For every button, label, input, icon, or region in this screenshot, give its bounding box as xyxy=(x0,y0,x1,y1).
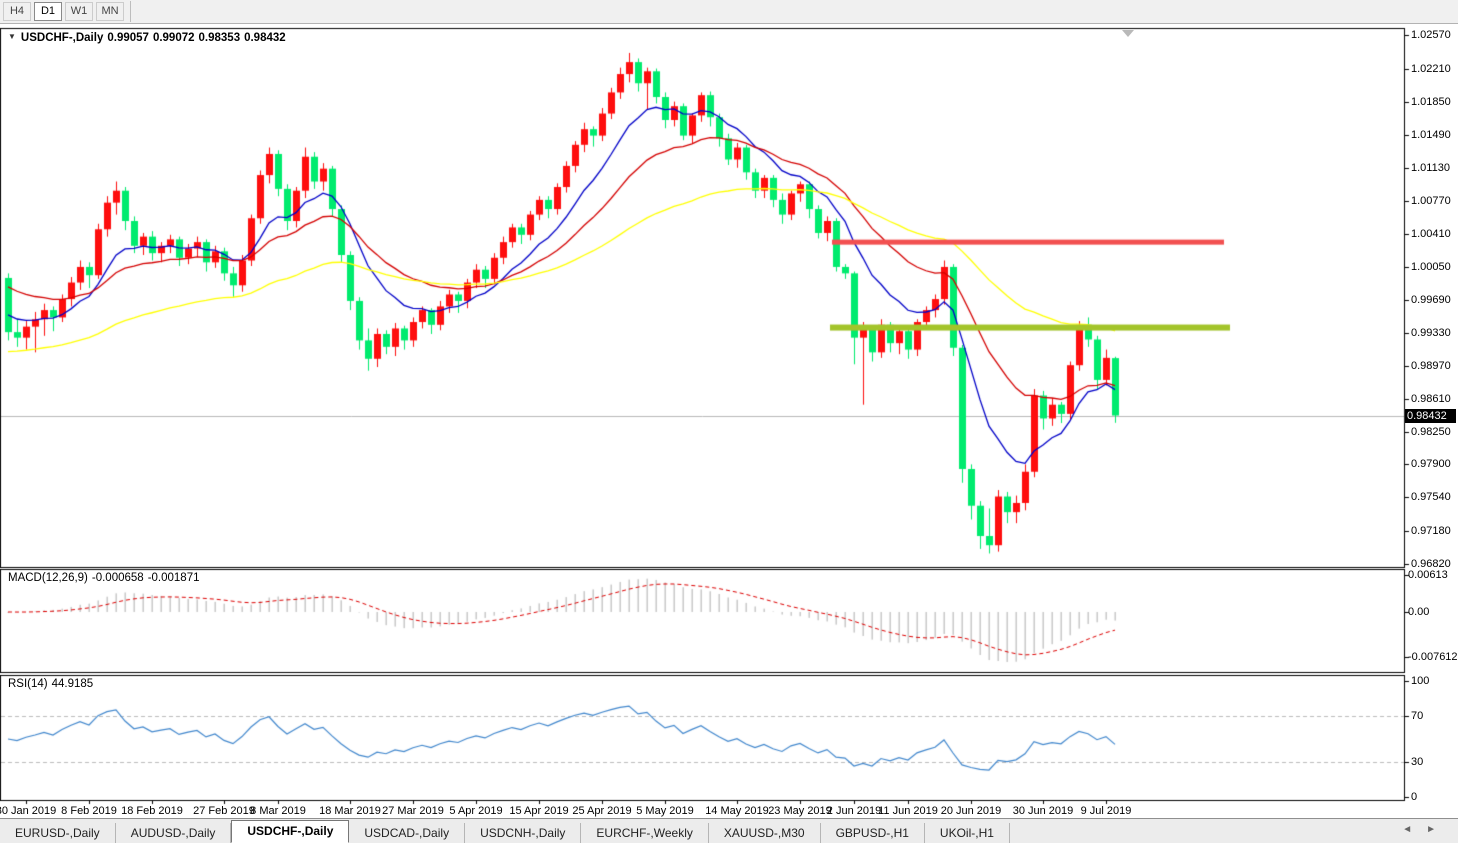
timeframe-button-h4[interactable]: H4 xyxy=(3,2,31,21)
timeframe-button-w1[interactable]: W1 xyxy=(65,2,93,21)
tab-usdchf-daily[interactable]: USDCHF-,Daily xyxy=(231,820,350,843)
scroll-right-arrow[interactable]: ► xyxy=(1426,824,1450,835)
timeframe-button-mn[interactable]: MN xyxy=(96,2,124,21)
rsi-indicator-label: RSI(14) 44.9185 xyxy=(8,678,97,690)
symbol-tab-bar: EURUSD-,Daily AUDUSD-,Daily USDCHF-,Daily U… xyxy=(0,818,1458,843)
chart-symbol-label: USDCHF-,Daily xyxy=(20,32,104,44)
tab-audusd-daily[interactable]: AUDUSD-,Daily xyxy=(116,823,232,843)
ohlc-high: 0.99072 xyxy=(152,32,195,44)
macd-value-main: -0.000658 xyxy=(91,572,144,584)
tab-usdcad-daily[interactable]: USDCAD-,Daily xyxy=(349,823,466,843)
rsi-value: 44.9185 xyxy=(51,678,94,690)
symbol-dropdown-icon[interactable]: ▼ xyxy=(8,32,16,41)
toolbar-separator xyxy=(130,1,131,22)
macd-name: MACD(12,26,9) xyxy=(8,572,88,584)
macd-value-signal: -0.001871 xyxy=(147,572,200,584)
tab-eurchf-weekly[interactable]: EURCHF-,Weekly xyxy=(581,823,709,843)
macd-indicator-label: MACD(12,26,9) -0.000658 -0.001871 xyxy=(8,572,203,584)
ohlc-open: 0.99057 xyxy=(107,32,149,44)
timeframe-toolbar: H4 D1 W1 MN xyxy=(0,0,1458,24)
chart-title: ▼ USDCHF-,Daily 0.99057 0.99072 0.98353 0.984… xyxy=(8,32,290,44)
tab-gbpusd-h1[interactable]: GBPUSD-,H1 xyxy=(821,823,925,843)
chart-scroll-arrows: ◄► xyxy=(1402,824,1450,835)
ohlc-close: 0.98432 xyxy=(244,32,286,44)
current-price-badge: 0.98432 xyxy=(1405,409,1456,423)
tab-usdcnh-daily[interactable]: USDCNH-,Daily xyxy=(465,823,582,843)
tab-eurusd-daily[interactable]: EURUSD-,Daily xyxy=(0,823,116,843)
scroll-left-arrow[interactable]: ◄ xyxy=(1402,824,1427,835)
rsi-name: RSI(14) xyxy=(8,678,48,690)
ohlc-low: 0.98353 xyxy=(198,32,241,44)
timeframe-button-d1[interactable]: D1 xyxy=(34,2,62,21)
scroll-to-end-icon xyxy=(1122,30,1134,37)
tab-ukoil-h1[interactable]: UKOil-,H1 xyxy=(925,823,1010,843)
tab-xauusd-m30[interactable]: XAUUSD-,M30 xyxy=(709,823,821,843)
